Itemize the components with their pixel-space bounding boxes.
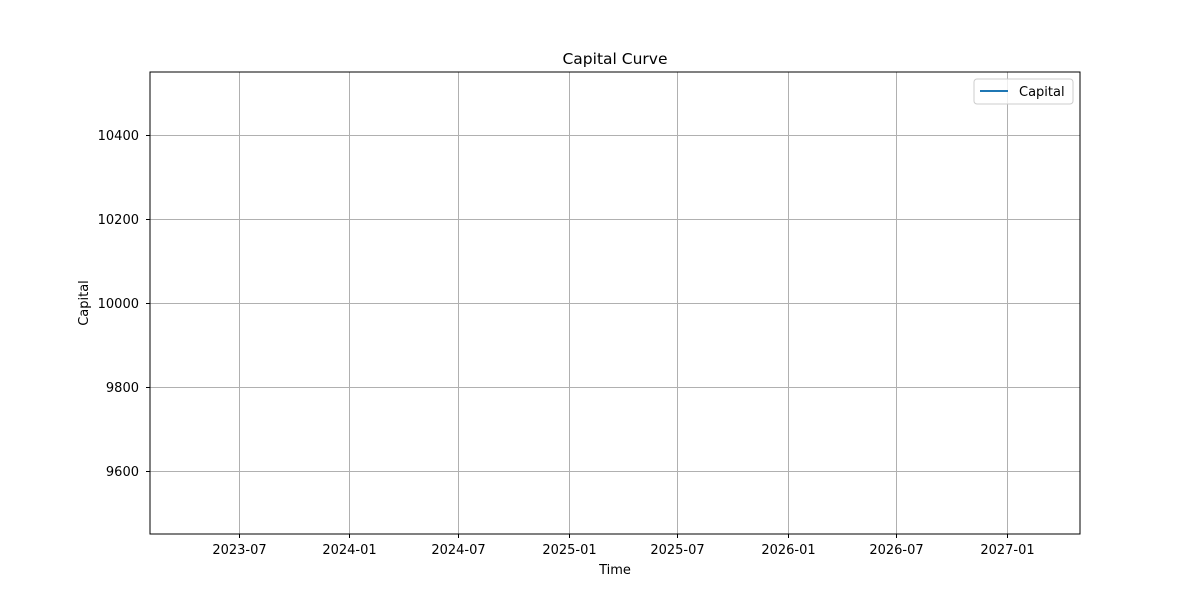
grid-lines: [150, 72, 1080, 534]
x-tick-label: 2024-07: [431, 543, 485, 558]
x-axis-ticks: 2023-07 2024-01 2024-07 2025-01 2025-07 2026-…: [212, 534, 1035, 558]
x-tick-label: 2026-07: [869, 543, 923, 558]
legend-box: [973, 78, 1074, 105]
y-tick-label: 10400: [98, 129, 139, 144]
x-tick-label: 2027-01: [980, 543, 1034, 558]
x-tick-label: 2024-01: [322, 543, 376, 558]
x-tick-label: 2023-07: [212, 543, 266, 558]
y-axis-ticks: 9600 9800 10000 10200 10400: [98, 129, 150, 480]
y-tick-label: 10200: [98, 213, 139, 228]
y-tick-label: 9800: [106, 381, 139, 396]
x-tick-label: 2026-01: [761, 543, 815, 558]
y-axis-label: Capital: [77, 280, 92, 326]
x-tick-label: 2025-07: [650, 543, 704, 558]
y-tick-label: 9600: [106, 465, 139, 480]
x-axis-label: Time: [598, 563, 631, 578]
x-tick-label: 2025-01: [542, 543, 596, 558]
y-tick-label: 10000: [98, 297, 139, 312]
legend: Capital: [973, 78, 1074, 105]
legend-label-capital: Capital: [1019, 85, 1065, 100]
chart-title: Capital Curve: [562, 50, 667, 68]
